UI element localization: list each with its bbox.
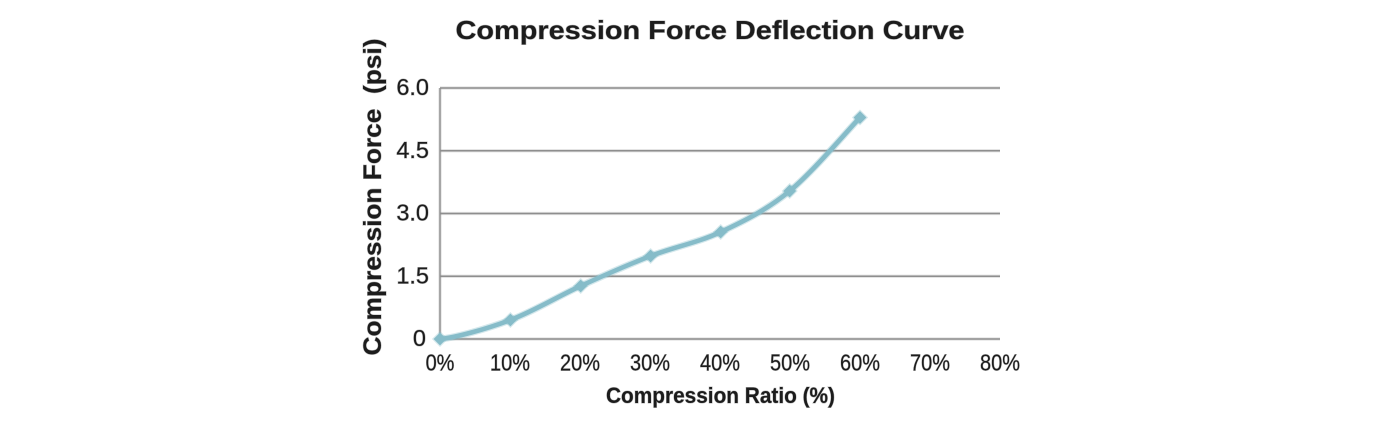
svg-text:10%: 10%: [490, 349, 530, 376]
svg-text:20%: 20%: [560, 349, 600, 376]
svg-text:Compression Force Deflection C: Compression Force Deflection Curve: [456, 15, 965, 45]
svg-text:0%: 0%: [426, 349, 455, 376]
svg-text:50%: 50%: [770, 349, 810, 376]
svg-text:Compression Force (psi): Compression Force (psi): [359, 39, 387, 356]
svg-text:0: 0: [413, 325, 426, 351]
svg-text:80%: 80%: [980, 349, 1020, 376]
svg-text:60%: 60%: [840, 349, 880, 376]
svg-text:40%: 40%: [700, 349, 740, 376]
svg-text:6.0: 6.0: [396, 74, 429, 100]
svg-text:30%: 30%: [630, 349, 670, 376]
svg-text:3.0: 3.0: [396, 200, 429, 226]
svg-text:1.5: 1.5: [396, 262, 429, 288]
svg-text:4.5: 4.5: [396, 137, 429, 163]
svg-text:Compression Ratio (%): Compression Ratio (%): [606, 383, 835, 408]
svg-text:70%: 70%: [910, 349, 950, 376]
